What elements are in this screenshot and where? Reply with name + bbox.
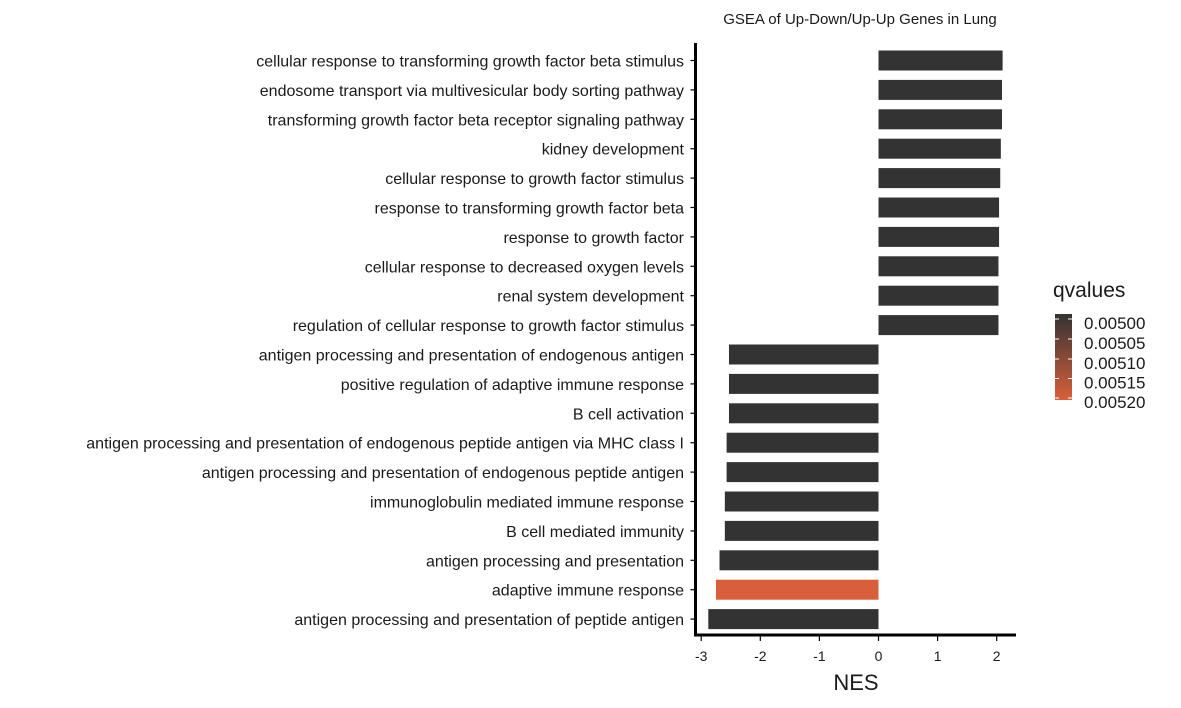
legend-colorbar [1055, 314, 1072, 400]
bar [878, 79, 1003, 100]
category-label: B cell activation [573, 406, 684, 423]
legend-title: qvalues [1053, 279, 1125, 302]
bar [728, 373, 879, 394]
category-label: antigen processing and presentation of e… [202, 465, 684, 482]
x-tick-label: 2 [993, 648, 1001, 664]
axes-group [690, 43, 1016, 637]
legend-label: 0.00520 [1084, 393, 1145, 412]
bar [726, 432, 879, 453]
category-label: positive regulation of adaptive immune r… [341, 377, 684, 394]
chart-title: GSEA of Up-Down/Up-Up Genes in Lung [723, 11, 996, 28]
x-tick-label: 0 [875, 648, 883, 664]
category-label: cellular response to decreased oxygen le… [365, 259, 684, 276]
bar [878, 226, 1000, 247]
category-label: adaptive immune response [492, 583, 684, 600]
x-tick-label: -3 [695, 648, 708, 664]
category-label: renal system development [497, 289, 684, 306]
bar [878, 197, 1000, 218]
bar [878, 138, 1001, 159]
category-label: immunoglobulin mediated immune response [370, 495, 684, 512]
category-label: endosome transport via multivesicular bo… [260, 83, 684, 100]
legend-label: 0.00500 [1084, 314, 1145, 333]
category-label: response to transforming growth factor b… [375, 201, 685, 218]
legend-label: 0.00515 [1084, 374, 1145, 393]
bar [878, 256, 999, 277]
legend-label: 0.00505 [1084, 334, 1145, 353]
category-label: antigen processing and presentation of p… [294, 612, 684, 629]
x-tick-label: -2 [754, 648, 767, 664]
legend-label: 0.00510 [1084, 354, 1145, 373]
category-label: cellular response to transforming growth… [256, 54, 684, 71]
bar [726, 462, 879, 483]
bar [878, 285, 999, 306]
category-label: regulation of cellular response to growt… [293, 318, 684, 335]
category-label: transforming growth factor beta receptor… [268, 112, 684, 129]
legend: qvalues 0.005000.005050.005100.005150.00… [1053, 279, 1145, 412]
x-ticks-group: -3 -2 -1 0 1 2 [695, 636, 1001, 664]
category-label: response to growth factor [503, 230, 684, 247]
bar [878, 50, 1003, 71]
bar [719, 550, 879, 571]
bar [728, 344, 879, 365]
x-axis-label: NES [833, 670, 878, 695]
category-label: cellular response to growth factor stimu… [385, 171, 684, 188]
category-labels-group: cellular response to transforming growth… [86, 54, 684, 630]
x-tick-label: -1 [813, 648, 826, 664]
bar [878, 168, 1001, 189]
category-label: antigen processing and presentation [426, 553, 684, 570]
bars-group [708, 50, 1003, 630]
bar [728, 403, 879, 424]
bar [715, 579, 879, 600]
bar [724, 520, 879, 541]
category-label: antigen processing and presentation of e… [86, 436, 684, 453]
bar [708, 609, 879, 630]
category-label: kidney development [542, 142, 685, 159]
bar [724, 491, 879, 512]
x-tick-label: 1 [934, 648, 942, 664]
category-label: B cell mediated immunity [506, 524, 684, 541]
bar [878, 315, 999, 336]
category-label: antigen processing and presentation of e… [259, 348, 684, 365]
bar [878, 109, 1003, 130]
